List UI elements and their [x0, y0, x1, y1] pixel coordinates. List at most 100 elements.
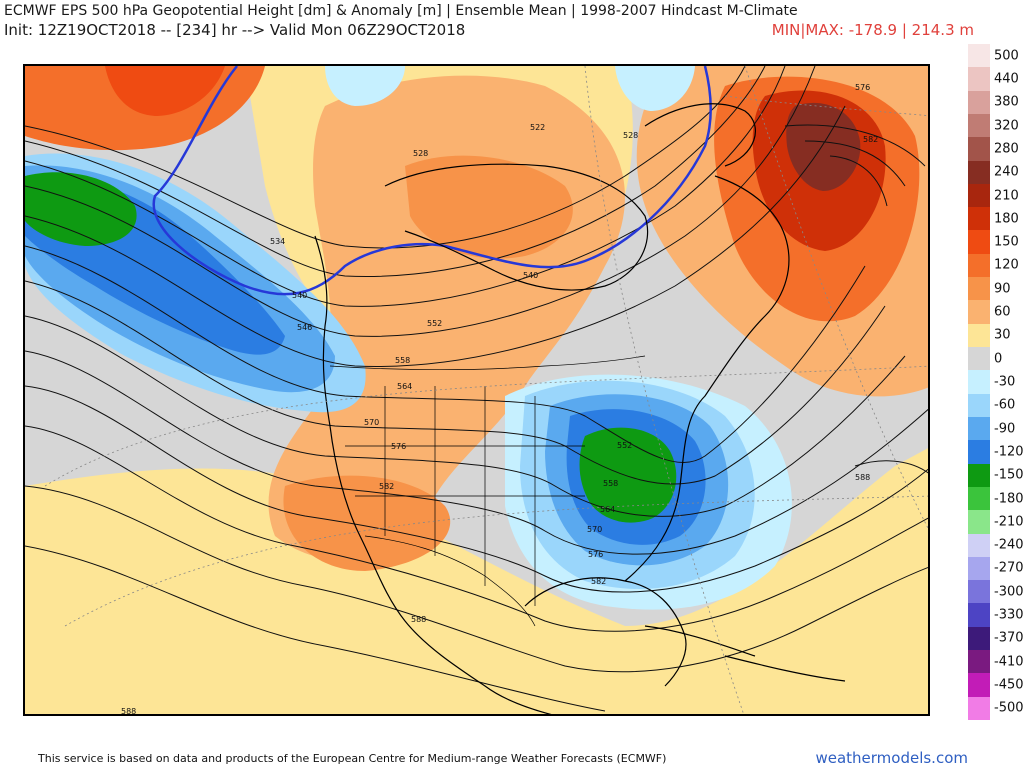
legend-swatch: [968, 137, 990, 162]
legend-swatch: [968, 253, 990, 278]
contour-label-576-east: 576: [588, 550, 603, 559]
legend-swatch: [968, 696, 990, 721]
legend-swatch: [968, 463, 990, 488]
legend-swatch: [968, 160, 990, 185]
map-panel: 576 582 522 528 528 534 540 540 546 552 …: [23, 64, 930, 716]
contour-label-546: 546: [297, 323, 312, 332]
contour-label-552-east: 552: [617, 441, 632, 450]
legend-label: -410: [994, 654, 1024, 670]
legend-label: 280: [994, 141, 1019, 157]
legend-swatch: [968, 650, 990, 674]
contour-label-570-west: 570: [364, 418, 379, 427]
legend-label: -450: [994, 677, 1024, 693]
contour-label-588-atlantic: 588: [855, 473, 870, 482]
legend-label: 120: [994, 257, 1019, 273]
height-contours: [25, 66, 928, 712]
political-borders: [329, 355, 646, 627]
anomaly-region-strong-positive-north-pacific: [105, 66, 225, 116]
anomaly-region-positive-southwest: [283, 475, 451, 571]
legend-label: -500: [994, 700, 1024, 716]
contour-label-522: 522: [530, 123, 545, 132]
site-link[interactable]: weathermodels.com: [815, 749, 968, 767]
legend-swatch: [968, 370, 990, 395]
contour-label-558-east: 558: [603, 479, 618, 488]
legend-label: -210: [994, 514, 1024, 530]
legend-swatch: [968, 207, 990, 231]
anomaly-region-max-negative-eastern-us: [579, 427, 677, 523]
legend-swatch: [968, 510, 990, 534]
legend-swatch: [968, 556, 990, 581]
legend-swatch: [968, 183, 990, 208]
contour-label-564-west: 564: [397, 382, 412, 391]
legend-label: 30: [994, 327, 1011, 343]
contour-label-576-west: 576: [391, 442, 406, 451]
legend-label: 0: [994, 351, 1003, 367]
legend-label: 150: [994, 234, 1019, 250]
chart-subtitle: Init: 12Z19OCT2018 -- [234] hr --> Valid…: [4, 21, 466, 39]
legend-swatch: [968, 393, 990, 418]
legend-swatch: [968, 440, 990, 465]
legend-swatch: [968, 533, 990, 558]
chart-title: ECMWF EPS 500 hPa Geopotential Height [d…: [4, 3, 798, 19]
legend-swatch: [968, 67, 990, 92]
contour-label-564-east: 564: [600, 505, 615, 514]
contour-label-540-west: 540: [292, 291, 307, 300]
contour-label-558-west: 558: [395, 356, 410, 365]
anomaly-map: 576 582 522 528 528 534 540 540 546 552 …: [25, 66, 928, 716]
legend-swatch: [968, 416, 990, 441]
legend-label: 320: [994, 118, 1019, 134]
legend-label: -120: [994, 444, 1024, 460]
legend-label: -300: [994, 584, 1024, 600]
legend-swatch: [968, 44, 990, 68]
legend-label: -180: [994, 491, 1024, 507]
contour-label-534: 534: [270, 237, 285, 246]
contour-label-528-west: 528: [413, 149, 428, 158]
legend-label: -270: [994, 560, 1024, 576]
highlighted-540-contour: [152, 66, 713, 296]
legend-label: 440: [994, 71, 1019, 87]
legend-label: -90: [994, 421, 1016, 437]
contour-label-588-mexico: 588: [411, 615, 426, 624]
legend-label: -150: [994, 467, 1024, 483]
legend-label: -330: [994, 607, 1024, 623]
legend-label: -240: [994, 537, 1024, 553]
legend-label: 240: [994, 164, 1019, 180]
legend-label: -60: [994, 397, 1016, 413]
contour-label-576-atlantic: 576: [855, 83, 870, 92]
contour-label-552-west: 552: [427, 319, 442, 328]
legend-label: 380: [994, 94, 1019, 110]
legend-label: 500: [994, 48, 1019, 64]
legend-swatch: [968, 230, 990, 255]
min-max-readout: MIN|MAX: -178.9 | 214.3 m: [771, 21, 974, 39]
legend-label: -30: [994, 374, 1016, 390]
legend-swatch: [968, 626, 990, 651]
contour-labels: 576 582 522 528 528 534 540 540 546 552 …: [121, 83, 878, 716]
legend-swatch: [968, 580, 990, 604]
anomaly-region-weak-positive-south: [25, 448, 928, 714]
legend-swatch: [968, 113, 990, 138]
contour-label-540-east: 540: [523, 271, 538, 280]
coastlines: [314, 103, 846, 714]
legend-swatch: [968, 603, 990, 628]
legend-swatch: [968, 277, 990, 301]
anomaly-region-negative-greenland: [615, 66, 695, 111]
anomaly-region-positive-hudson: [405, 155, 573, 259]
legend-swatch: [968, 673, 990, 698]
legend-swatch: [968, 90, 990, 115]
contour-label-570-east: 570: [587, 525, 602, 534]
legend-swatch: [968, 347, 990, 371]
legend-swatch: [968, 300, 990, 325]
legend-label: -370: [994, 630, 1024, 646]
contour-label-582-atlantic: 582: [863, 135, 878, 144]
contour-label-528-east: 528: [623, 131, 638, 140]
anomaly-region-negative-arctic: [325, 66, 405, 106]
legend-swatch: [968, 486, 990, 511]
legend-label: 210: [994, 188, 1019, 204]
contour-label-582-east: 582: [591, 577, 606, 586]
legend-label: 60: [994, 304, 1011, 320]
contour-label-582-west: 582: [379, 482, 394, 491]
legend-label: 90: [994, 281, 1011, 297]
legend-swatch: [968, 323, 990, 348]
legend-label: 180: [994, 211, 1019, 227]
contour-label-588-pacific: 588: [121, 707, 136, 716]
